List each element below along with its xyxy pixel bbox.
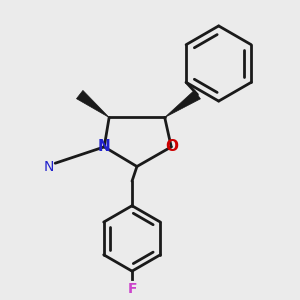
Text: O: O (165, 140, 178, 154)
Polygon shape (165, 90, 200, 118)
Text: N: N (43, 160, 53, 173)
Text: F: F (127, 282, 137, 296)
Polygon shape (76, 90, 109, 118)
Text: N: N (98, 140, 111, 154)
